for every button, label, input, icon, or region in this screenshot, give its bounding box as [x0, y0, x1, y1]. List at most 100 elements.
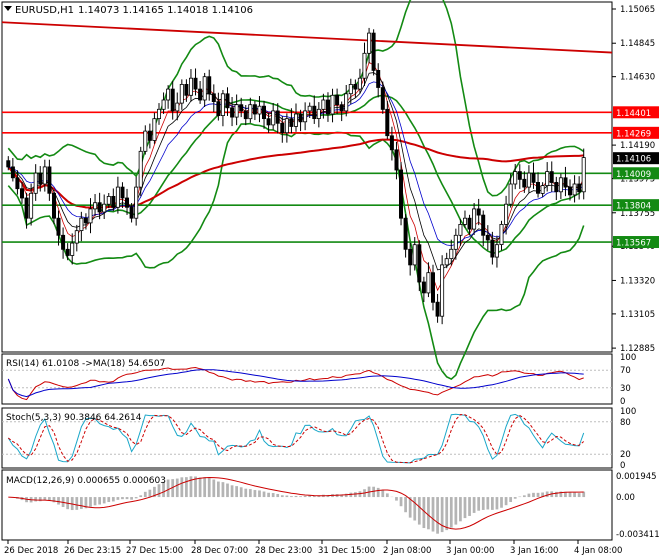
- candle-body: [348, 84, 353, 95]
- price-level-label: 1.13567: [616, 239, 651, 249]
- candle-body: [52, 192, 57, 219]
- price-level-label-bg: [613, 126, 659, 139]
- candle-body: [179, 84, 184, 104]
- candle-body: [97, 202, 102, 213]
- candle-body: [193, 77, 198, 90]
- candle-body: [125, 197, 130, 208]
- candle-body: [490, 239, 495, 258]
- candle-body: [293, 113, 298, 127]
- candle-body: [24, 197, 29, 219]
- macd-title: MACD(12,26,9) 0.000655 0.000603: [6, 476, 166, 486]
- candle-body: [166, 88, 171, 101]
- price-level-label-bg: [613, 106, 659, 119]
- price-tick-label: 1.13105: [620, 310, 655, 320]
- candle-body: [330, 94, 335, 115]
- price-tick-label: 1.12885: [620, 344, 655, 354]
- time-tick-label: 2 Jan 08:00: [383, 546, 431, 556]
- candle-body: [38, 172, 43, 185]
- time-tick-label: 28 Dec 23:00: [255, 546, 312, 556]
- macd-tick-label: -0.003411: [616, 530, 660, 540]
- candle-body: [275, 110, 280, 124]
- candlesticks: [6, 27, 586, 325]
- price-level-label: 1.14269: [616, 129, 651, 139]
- time-tick-label: 3 Jan 16:00: [510, 546, 558, 556]
- candle-body: [472, 208, 477, 230]
- candle-body: [458, 223, 463, 236]
- candle-body: [440, 264, 445, 317]
- candle-body: [120, 186, 125, 199]
- candle-body: [147, 130, 152, 141]
- stoch-tick-label: 80: [620, 418, 631, 428]
- candle-body: [207, 76, 212, 95]
- candle-body: [289, 118, 294, 127]
- stoch-main-line: [7, 413, 585, 464]
- candle-body: [513, 171, 518, 185]
- candle-body: [367, 32, 372, 54]
- candle-body: [74, 230, 79, 244]
- candle-body: [134, 186, 139, 219]
- trendline-layer: [1, 21, 613, 54]
- candle-body: [412, 244, 417, 266]
- time-axis: 26 Dec 2018 26 Dec 23:15 27 Dec 15:00 28 De…: [4, 540, 622, 556]
- candle-body: [499, 223, 504, 245]
- price-level-label: 1.13804: [616, 202, 651, 212]
- candle-body: [198, 88, 203, 101]
- candle-body: [385, 108, 390, 137]
- dropdown-triangle-icon[interactable]: [4, 6, 12, 11]
- candle-body: [280, 122, 285, 134]
- candle-body: [362, 52, 367, 79]
- time-tick-label: 3 Jan 00:00: [446, 546, 494, 556]
- descending-trendline: [1, 21, 613, 54]
- candle-body: [531, 172, 536, 183]
- candle-body: [15, 177, 20, 190]
- candle-body: [389, 135, 394, 151]
- candle-body: [65, 248, 70, 256]
- candle-body: [536, 181, 541, 194]
- price-tick-label: 1.14845: [620, 39, 655, 49]
- macd-tick-label: 0.001945: [616, 472, 657, 482]
- rsi-tick-label: 100: [620, 353, 636, 363]
- candle-body: [453, 234, 458, 250]
- candle-body: [225, 93, 230, 109]
- candle-body: [298, 113, 303, 123]
- rsi-line: [7, 366, 584, 401]
- candle-body: [325, 99, 330, 115]
- candle-body: [522, 178, 527, 188]
- candle-body: [234, 104, 239, 118]
- candle-body: [88, 208, 93, 224]
- candle-body: [449, 248, 454, 260]
- candle-body: [335, 94, 340, 106]
- time-tick-label: 4 Jan 08:00: [574, 546, 622, 556]
- candle-body: [563, 177, 568, 188]
- macd-tick-label: 0.00: [616, 493, 635, 503]
- rsi-lines: [2, 366, 612, 401]
- stoch-title: Stoch(5,3,3) 90.3846 64.2614: [6, 413, 142, 423]
- candle-body: [143, 130, 148, 152]
- candle-body: [481, 214, 486, 236]
- rsi-ma-line: [7, 369, 584, 398]
- candle-body: [239, 104, 244, 112]
- level-labels: 1.14401 1.14269 1.14009 1.13804 1.13567 1.141…: [613, 106, 659, 249]
- candle-body: [303, 110, 308, 123]
- time-tick-label: 26 Dec 23:15: [64, 546, 121, 556]
- price-level-label-bg: [613, 167, 659, 180]
- candle-body: [403, 217, 408, 250]
- price-tick-label: 1.14630: [620, 73, 655, 83]
- price-tick-label: 1.14190: [620, 141, 655, 151]
- candle-body: [494, 244, 499, 258]
- candle-body: [316, 108, 321, 120]
- time-tick-label: 31 Dec 15:00: [318, 546, 375, 556]
- candle-body: [129, 206, 134, 219]
- time-tick-label: 26 Dec 2018: [4, 546, 58, 556]
- candle-body: [398, 169, 403, 219]
- time-tick-label: 28 Dec 07:00: [191, 546, 248, 556]
- candle-body: [248, 104, 253, 120]
- candle-body: [526, 172, 531, 188]
- stoch-tick-label: 20: [620, 450, 631, 460]
- candle-body: [33, 172, 38, 194]
- candle-body: [353, 84, 358, 90]
- candle-body: [83, 217, 88, 224]
- rsi-axis: 100 70 30 0: [620, 353, 636, 407]
